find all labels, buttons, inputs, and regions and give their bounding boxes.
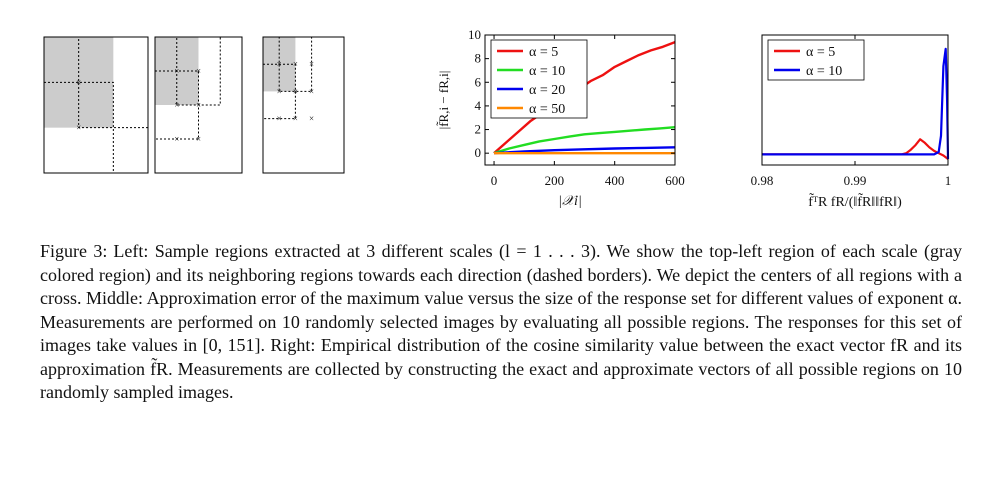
region-center-cross: × xyxy=(293,114,298,124)
x-tick-label: 600 xyxy=(665,173,685,188)
approximation-error-chart: 0 200 400 600 0 2 4 6 8 10 |𝒳i| |f̃R,i − fR,i| α = 5… xyxy=(436,27,685,209)
x-tick-label: 0.99 xyxy=(844,173,867,188)
region-center-cross: × xyxy=(293,59,298,69)
region-diagrams: ××× ×× ×× ×× × ×× × ×× × × xyxy=(43,36,345,174)
region-center-cross: × xyxy=(196,66,201,76)
figure-3: ××× ×× ×× ×× × ×× × ×× × × 0 200 400 6000246810|𝒳i||… xyxy=(43,27,952,210)
region-center-cross: × xyxy=(174,100,179,110)
x-axis-label: f̃ᵀR fR/(‖f̃R‖‖fR‖) xyxy=(808,193,902,210)
x-tick-label: 1 xyxy=(945,173,952,188)
x-axis-label: |𝒳i| xyxy=(558,194,582,209)
caption-label: Figure 3: xyxy=(40,241,108,261)
legend-label: α = 5 xyxy=(529,45,558,60)
x-tick-label: 0 xyxy=(491,173,498,188)
x-tick-label: 0.98 xyxy=(751,173,774,188)
neighbor-region-below xyxy=(262,63,296,120)
y-tick-label: 0 xyxy=(475,145,482,160)
y-tick-label: 4 xyxy=(475,98,482,113)
region-panel-scale-3: × × × × × × × × × xyxy=(262,36,345,174)
legend: α = 5 α = 10 xyxy=(767,39,865,81)
image-border xyxy=(43,36,149,174)
region-center-cross: × xyxy=(309,114,314,124)
region-center-cross: × xyxy=(76,123,81,133)
region-center-cross: × xyxy=(309,86,314,96)
series-line xyxy=(762,138,949,160)
region-center-cross: × xyxy=(277,59,282,69)
legend-label: α = 5 xyxy=(806,45,835,60)
region-panel-scale-2: × × × × × × xyxy=(154,36,243,174)
region-center-cross: × xyxy=(196,134,201,144)
region-center-cross: × xyxy=(277,114,282,124)
x-tick-label: 400 xyxy=(605,173,625,188)
y-tick-label: 2 xyxy=(475,122,482,137)
region-center-cross: × xyxy=(174,134,179,144)
legend-label: α = 20 xyxy=(529,83,565,98)
region-center-cross: × xyxy=(293,86,298,96)
legend-label: α = 10 xyxy=(806,64,842,79)
image-border xyxy=(262,36,345,174)
y-tick-label: 6 xyxy=(475,74,482,89)
caption-text: Left: Sample regions extracted at 3 diff… xyxy=(40,241,963,402)
plot-frame xyxy=(484,34,676,166)
y-axis-label: |f̃R,i − fR,i| xyxy=(436,71,451,130)
region-center-cross: × xyxy=(76,77,81,87)
series-line xyxy=(762,47,950,160)
cosine-distribution-chart: 0.98 0.99 1 f̃ᵀR fR/(‖f̃R‖‖fR‖) α = 5 α = 10 xyxy=(751,34,952,210)
legend-box xyxy=(490,39,588,119)
series-line xyxy=(493,126,676,155)
legend: α = 5 α = 10 α = 20 α = 50 xyxy=(490,39,588,119)
region-center-cross: × xyxy=(309,59,314,69)
region-center-cross: × xyxy=(174,66,179,76)
region-center-cross: × xyxy=(196,100,201,110)
y-tick-label: 8 xyxy=(475,51,482,66)
y-tick-label: 10 xyxy=(468,27,481,42)
legend-label: α = 10 xyxy=(529,64,565,79)
legend-box xyxy=(767,39,865,81)
region-center-cross: × xyxy=(277,86,282,96)
region-panel-scale-1: ×× xyxy=(43,36,149,174)
legend-label: α = 50 xyxy=(529,102,565,117)
x-tick-label: 200 xyxy=(545,173,565,188)
series-line xyxy=(493,146,676,155)
figure-caption: Figure 3: Left: Sample regions extracted … xyxy=(40,240,962,405)
image-border xyxy=(154,36,243,174)
